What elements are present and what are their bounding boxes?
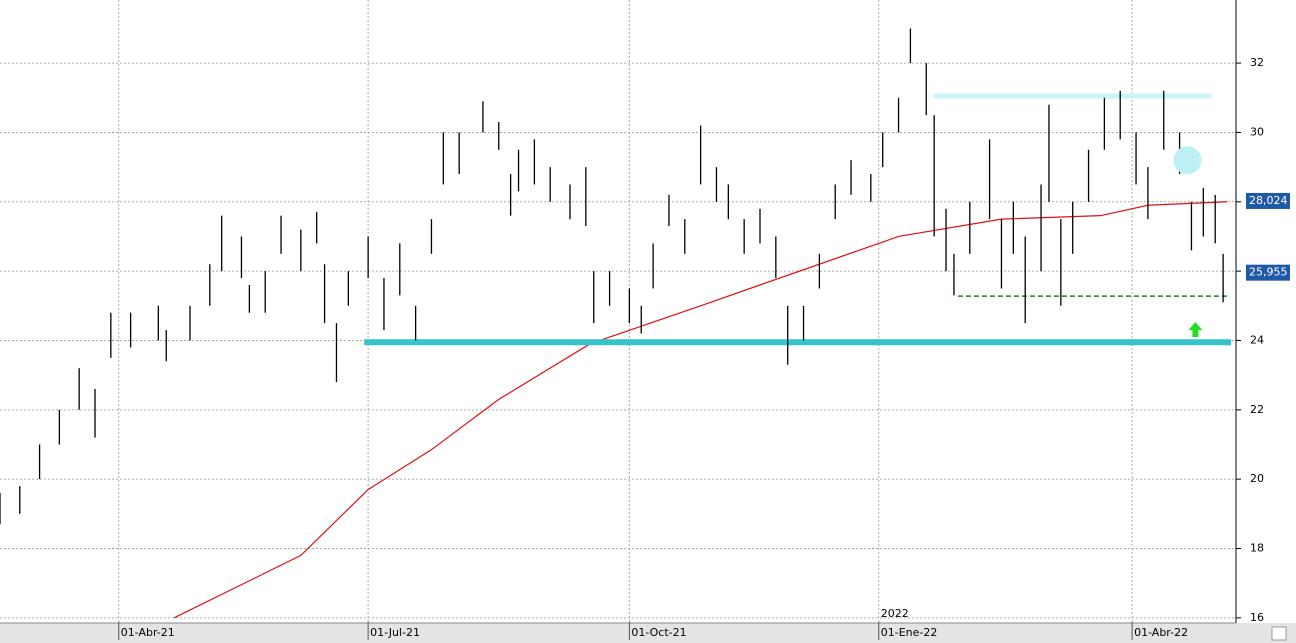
corner-icon[interactable] [1271,626,1287,641]
x-tick-label: 01-Jul-21 [370,626,420,639]
x-axis-band [0,623,1296,643]
y-tick-label: 16 [1250,611,1264,624]
x-tick-label: 01-Abr-21 [121,626,175,639]
x-tick-label: 01-Ene-22 [881,626,938,639]
y-tick-label: 20 [1250,472,1264,485]
price-label-box [1246,192,1290,209]
marker-circle [1173,146,1202,175]
moving-average [173,201,1228,619]
x-tick-label: 01-Oct-21 [631,626,686,639]
year-label: 2022 [881,607,909,620]
price-label-box [1246,264,1290,281]
marker-arrow [1188,322,1203,338]
y-tick-label: 22 [1250,403,1264,416]
y-tick-label: 24 [1250,333,1264,346]
price-label: 25,955 [1249,266,1288,279]
price-label: 28,024 [1249,194,1288,207]
x-tick-label: 01-Abr-22 [1134,626,1188,639]
y-tick-label: 32 [1250,56,1264,69]
y-tick-label: 30 [1250,125,1264,138]
y-tick-label: 18 [1250,541,1264,554]
